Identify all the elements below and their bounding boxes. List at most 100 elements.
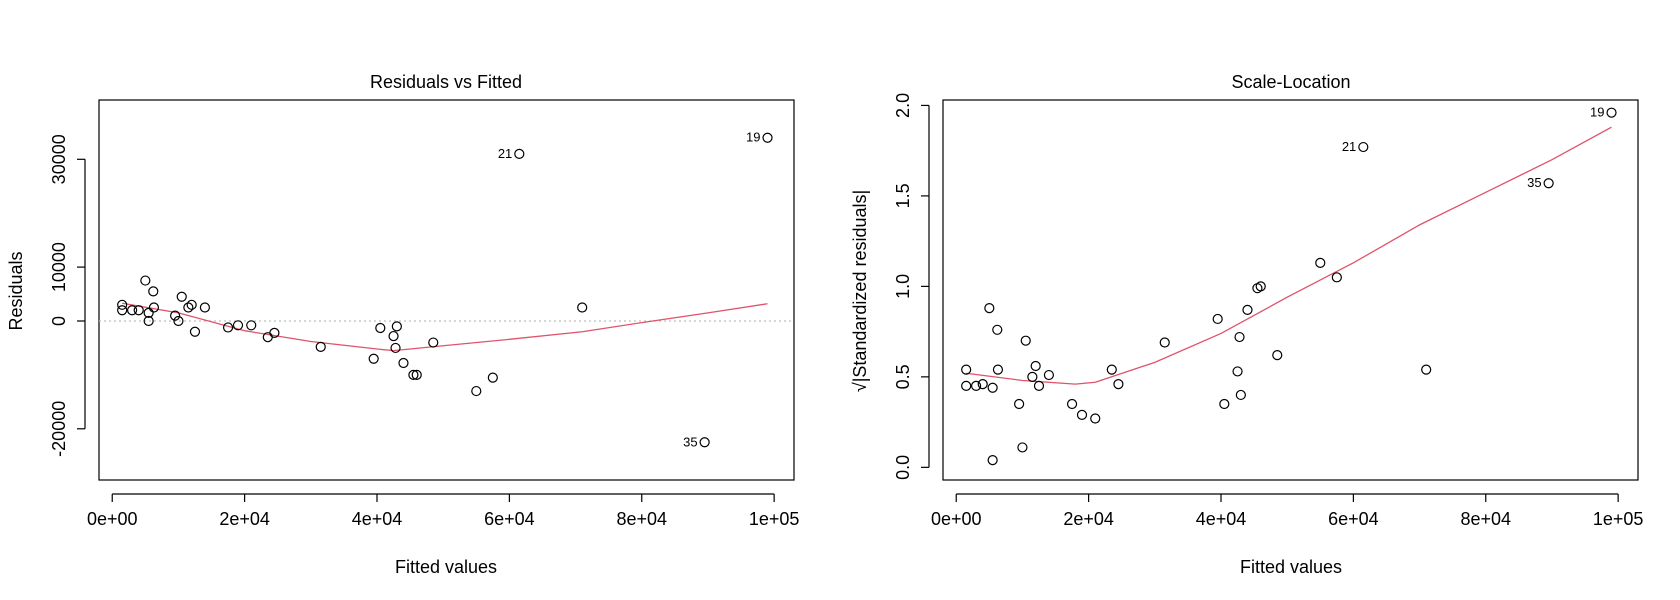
data-point: [471, 385, 482, 397]
data-point: [170, 310, 181, 321]
data-point: [1606, 107, 1617, 118]
data-point: [699, 437, 710, 448]
data-point: [183, 302, 194, 313]
data-point: [173, 315, 184, 327]
data-point: [143, 315, 154, 327]
x-tick-label: 2e+04: [1063, 509, 1114, 529]
data-point: [126, 305, 138, 316]
data-point: [375, 322, 386, 334]
data-point: [1159, 337, 1170, 348]
plot-area: 0e+00 2e+04 4e+04 6e+04 8e+04 1e+05 0.0 0.5 1.0 1…: [893, 93, 1643, 529]
y-axis-label: Residuals: [6, 251, 26, 330]
data-point: [514, 148, 525, 160]
data-point: [186, 299, 197, 310]
x-tick-label: 0e+00: [931, 509, 982, 529]
y-tick-label: 2.0: [893, 93, 913, 118]
data-point: [368, 353, 379, 364]
plot-area: 0e+00 2e+04 4e+04 6e+04 8e+04 1e+05 -20000 0 100…: [49, 99, 800, 529]
data-point: [390, 342, 401, 354]
data-point: [1020, 335, 1031, 346]
data-point: [1331, 272, 1342, 283]
x-tick-label: 4e+04: [1196, 509, 1247, 529]
data-point: [1232, 366, 1243, 377]
data-point: [408, 369, 419, 380]
data-point: [269, 327, 280, 338]
x-tick-label: 1e+05: [1593, 509, 1644, 529]
data-point: [1106, 364, 1117, 375]
point-label: 35: [1527, 175, 1541, 190]
data-point: [140, 275, 151, 286]
data-point: [1219, 398, 1230, 410]
data-point: [1358, 141, 1369, 153]
data-point: [1017, 442, 1028, 453]
data-point: [961, 380, 972, 392]
data-point: [391, 321, 402, 332]
data-point: [1421, 364, 1432, 375]
plot-frame: [942, 99, 1639, 481]
data-point: [411, 369, 422, 380]
data-point: [1315, 257, 1326, 268]
y-tick-label: 30000: [49, 134, 69, 184]
x-tick-label: 8e+04: [1460, 509, 1511, 529]
panel-title: Scale-Location: [1231, 72, 1350, 92]
data-point: [984, 302, 995, 314]
data-point: [199, 302, 211, 313]
data-point: [246, 320, 257, 331]
x-tick-label: 4e+04: [352, 509, 403, 529]
data-point: [117, 299, 128, 310]
x-tick-label: 6e+04: [484, 509, 535, 529]
data-point: [977, 378, 988, 390]
data-point: [117, 305, 128, 316]
data-point: [189, 326, 201, 337]
y-axis-label: √|Standardized residuals|: [850, 190, 870, 392]
point-label: 35: [683, 434, 697, 449]
data-point: [1027, 371, 1038, 382]
data-point: [428, 337, 439, 348]
x-axis-label: Fitted values: [395, 557, 497, 577]
data-point: [133, 305, 144, 316]
data-point: [1212, 313, 1223, 325]
data-point: [1043, 369, 1055, 381]
y-tick-label: 10000: [49, 242, 69, 292]
data-point: [992, 364, 1004, 375]
x-tick-label: 2e+04: [219, 509, 270, 529]
data-point: [232, 320, 244, 331]
data-point: [1066, 398, 1078, 410]
data-point: [1014, 398, 1025, 410]
data-point: [1543, 178, 1554, 189]
point-label: 19: [746, 130, 760, 145]
data-point: [961, 364, 972, 375]
smooth-line: [966, 126, 1612, 385]
y-tick-label: -20000: [49, 401, 69, 457]
data-point: [970, 380, 982, 392]
data-point: [1242, 304, 1253, 316]
data-point: [1090, 413, 1101, 424]
data-point: [1076, 409, 1088, 420]
data-point: [143, 307, 154, 319]
x-tick-label: 0e+00: [87, 509, 138, 529]
data-point: [176, 291, 187, 302]
y-tick-label: 0.0: [893, 455, 913, 480]
data-point: [148, 286, 159, 297]
data-point: [762, 132, 773, 143]
plot-frame: [98, 99, 795, 481]
y-tick-label: 1.0: [893, 274, 913, 299]
data-point: [1235, 389, 1246, 401]
data-point: [1272, 350, 1283, 361]
data-point: [577, 302, 588, 313]
x-axis-label: Fitted values: [1240, 557, 1342, 577]
data-point: [1033, 380, 1045, 392]
data-point: [992, 324, 1003, 335]
y-tick-label: 1.5: [893, 183, 913, 208]
data-point: [1234, 331, 1245, 343]
y-tick-label: 0: [49, 316, 69, 326]
x-tick-label: 1e+05: [749, 509, 800, 529]
data-point: [1113, 378, 1124, 390]
data-point: [388, 330, 399, 342]
x-tick-label: 8e+04: [616, 509, 667, 529]
data-point: [1255, 281, 1266, 292]
y-tick-label: 0.5: [893, 364, 913, 389]
point-label: 21: [1342, 139, 1356, 154]
smooth-line: [122, 302, 768, 352]
